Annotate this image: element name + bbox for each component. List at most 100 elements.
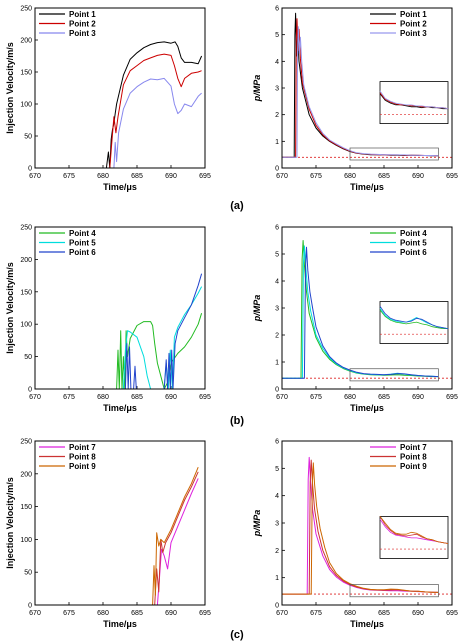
plot-frame — [281, 7, 453, 169]
x-tick-label: 685 — [131, 610, 143, 617]
legend-label: Point 8 — [69, 453, 96, 462]
x-tick-label: 680 — [97, 173, 109, 180]
legend-label: Point 7 — [400, 443, 427, 452]
inset-plot — [379, 516, 449, 559]
x-tick-label: 670 — [276, 610, 288, 617]
y-tick-label: 2 — [275, 548, 279, 555]
series-line-3 — [282, 246, 439, 379]
x-tick-label: 690 — [165, 173, 177, 180]
legend-label: Point 4 — [69, 229, 96, 238]
x-tick-label: 695 — [199, 610, 211, 617]
legend-label: Point 8 — [400, 453, 427, 462]
y-tick-label: 1 — [275, 360, 279, 367]
y-tick-label: 50 — [24, 354, 32, 361]
legend-label: Point 6 — [400, 248, 427, 257]
plot-frame — [34, 226, 206, 390]
panel-label-b: (b) — [230, 415, 244, 427]
y-axis-label: p/MPa — [252, 295, 262, 323]
series-line-1 — [35, 313, 203, 389]
x-tick-label: 675 — [63, 610, 75, 617]
y-tick-label: 150 — [20, 70, 32, 77]
y-tick-label: 250 — [20, 6, 32, 13]
chart-2: 670 675 680 685 690 695 0 50 100 150 200 250 Time/μs… — [5, 225, 211, 414]
x-tick-label: 670 — [276, 394, 288, 401]
series-line-3 — [282, 26, 439, 158]
inset-series-3 — [379, 305, 449, 329]
x-tick-label: 680 — [97, 610, 109, 617]
legend-label: Point 2 — [400, 20, 427, 29]
y-tick-label: 0 — [28, 603, 32, 610]
series-line-2 — [35, 471, 199, 605]
x-tick-label: 680 — [97, 394, 109, 401]
x-tick-label: 675 — [63, 173, 75, 180]
x-axis-label: Time/μs — [350, 619, 384, 629]
panel-label-a: (a) — [230, 200, 244, 212]
y-axis-label: Injection Velocity/m/s — [5, 42, 15, 134]
series-line-2 — [35, 53, 202, 168]
legend-label: Point 4 — [400, 229, 427, 238]
x-tick-label: 690 — [412, 173, 424, 180]
x-axis-label: Time/μs — [350, 403, 384, 413]
y-tick-label: 50 — [24, 570, 32, 577]
zoom-box — [349, 147, 439, 161]
x-tick-label: 695 — [199, 173, 211, 180]
y-tick-label: 3 — [275, 521, 279, 528]
y-tick-label: 250 — [20, 439, 32, 446]
x-tick-label: 680 — [344, 173, 356, 180]
x-tick-label: 670 — [29, 610, 41, 617]
y-tick-label: 0 — [275, 166, 279, 173]
legend-label: Point 5 — [400, 239, 427, 248]
y-tick-label: 3 — [275, 306, 279, 313]
x-tick-label: 675 — [310, 173, 322, 180]
chart-1: 670 675 680 685 690 695 0 1 2 3 4 5 6 Time/μs p/MPa Poi… — [252, 6, 458, 193]
y-tick-label: 5 — [275, 466, 279, 473]
x-tick-label: 690 — [165, 394, 177, 401]
x-tick-label: 670 — [276, 173, 288, 180]
x-tick-label: 670 — [29, 394, 41, 401]
y-tick-label: 6 — [275, 6, 279, 13]
y-tick-label: 2 — [275, 333, 279, 340]
y-axis-label: Injection Velocity/m/s — [5, 262, 15, 354]
y-tick-label: 150 — [20, 504, 32, 511]
y-tick-label: 4 — [275, 59, 279, 66]
x-tick-label: 695 — [446, 173, 458, 180]
legend-label: Point 7 — [69, 443, 96, 452]
x-tick-label: 675 — [310, 610, 322, 617]
y-tick-label: 0 — [28, 166, 32, 173]
y-tick-label: 100 — [20, 322, 32, 329]
chart-3: 670 675 680 685 690 695 0 1 2 3 4 5 6 Time/μs p/MPa Poi… — [252, 225, 458, 414]
series-line-1 — [35, 478, 199, 605]
y-axis-label: Injection Velocity/m/s — [5, 477, 15, 569]
plot-frame — [34, 440, 206, 606]
x-tick-label: 670 — [29, 173, 41, 180]
y-tick-label: 0 — [275, 603, 279, 610]
y-tick-label: 250 — [20, 225, 32, 232]
zoom-box — [349, 584, 439, 598]
legend-label: Point 2 — [69, 20, 96, 29]
x-tick-label: 675 — [63, 394, 75, 401]
x-axis-label: Time/μs — [103, 403, 137, 413]
chart-5: 670 675 680 685 690 695 0 1 2 3 4 5 6 Time/μs p/MPa Poi… — [252, 439, 458, 630]
y-tick-label: 200 — [20, 257, 32, 264]
y-tick-label: 6 — [275, 225, 279, 232]
legend-label: Point 3 — [400, 29, 427, 38]
series-line-2 — [35, 286, 203, 389]
x-tick-label: 685 — [131, 394, 143, 401]
y-tick-label: 5 — [275, 32, 279, 39]
x-tick-label: 685 — [378, 173, 390, 180]
legend-label: Point 1 — [400, 10, 427, 19]
x-tick-label: 695 — [199, 394, 211, 401]
x-axis-label: Time/μs — [103, 182, 137, 192]
x-axis-label: Time/μs — [350, 182, 384, 192]
legend-label: Point 9 — [400, 462, 427, 471]
y-tick-label: 100 — [20, 102, 32, 109]
x-axis-label: Time/μs — [103, 619, 137, 629]
legend-label: Point 5 — [69, 239, 96, 248]
chart-4: 670 675 680 685 690 695 0 50 100 150 200 250 Time/μs… — [5, 439, 211, 630]
x-tick-label: 690 — [412, 394, 424, 401]
y-tick-label: 150 — [20, 289, 32, 296]
y-tick-label: 5 — [275, 252, 279, 259]
inset-plot — [379, 81, 449, 124]
y-tick-label: 1 — [275, 139, 279, 146]
